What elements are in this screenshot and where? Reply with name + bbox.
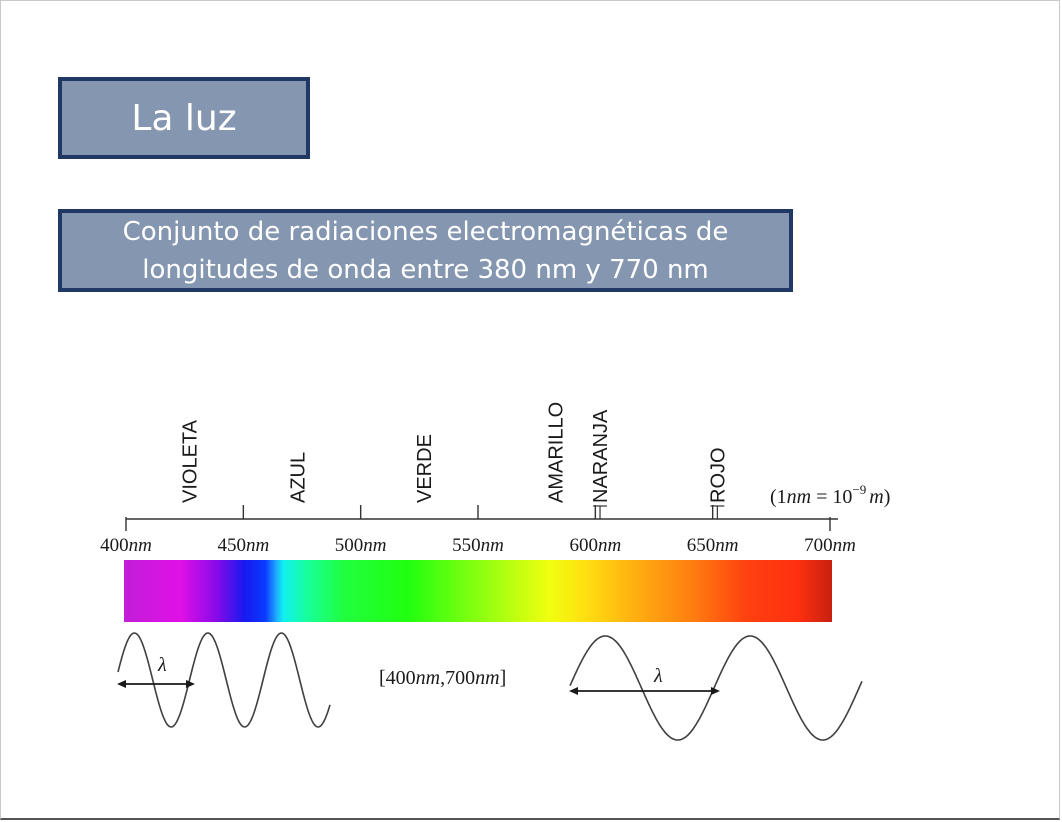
lambda-label-long: λ (653, 665, 663, 687)
unit-note: (1nm = 10−9 m) (770, 482, 890, 508)
subtitle-line-2: longitudes de onda entre 380 nm y 770 nm (142, 254, 709, 285)
range-text: [400nm,700nm] (379, 667, 506, 689)
color-label: AZUL (287, 452, 309, 503)
color-label: VIOLETA (179, 419, 201, 503)
long-wave (569, 635, 863, 741)
short-wave (117, 632, 331, 728)
lambda-arrow-long (569, 687, 720, 695)
lambda-arrow-short (117, 680, 195, 688)
spectrum-bar (124, 560, 832, 622)
color-label: ROJO (707, 447, 729, 503)
tick-label: 600nm (569, 535, 621, 556)
tick-label: 650nm (687, 535, 739, 556)
tick-label: 450nm (217, 535, 269, 556)
slide-subtitle: Conjunto de radiaciones electromagnética… (58, 209, 793, 292)
slide-title-text: La luz (131, 97, 237, 139)
tick-label: 500nm (335, 535, 387, 556)
color-labels: VIOLETA AZUL VERDE AMARILLO NARANJA ROJO (179, 402, 729, 503)
color-label: NARANJA (590, 409, 612, 503)
tick-label: 550nm (452, 535, 504, 556)
slide-title: La luz (58, 77, 310, 159)
tick-label: 700nm (804, 535, 856, 556)
subtitle-line-1: Conjunto de radiaciones electromagnética… (122, 216, 729, 247)
wavelength-axis: 400nm 450nm 500nm 550nm 600nm 650nm 700nm (100, 505, 856, 556)
color-label: VERDE (414, 434, 436, 503)
lambda-label-short: λ (157, 654, 167, 676)
color-label: AMARILLO (545, 402, 567, 503)
tick-label: 400nm (100, 535, 152, 556)
